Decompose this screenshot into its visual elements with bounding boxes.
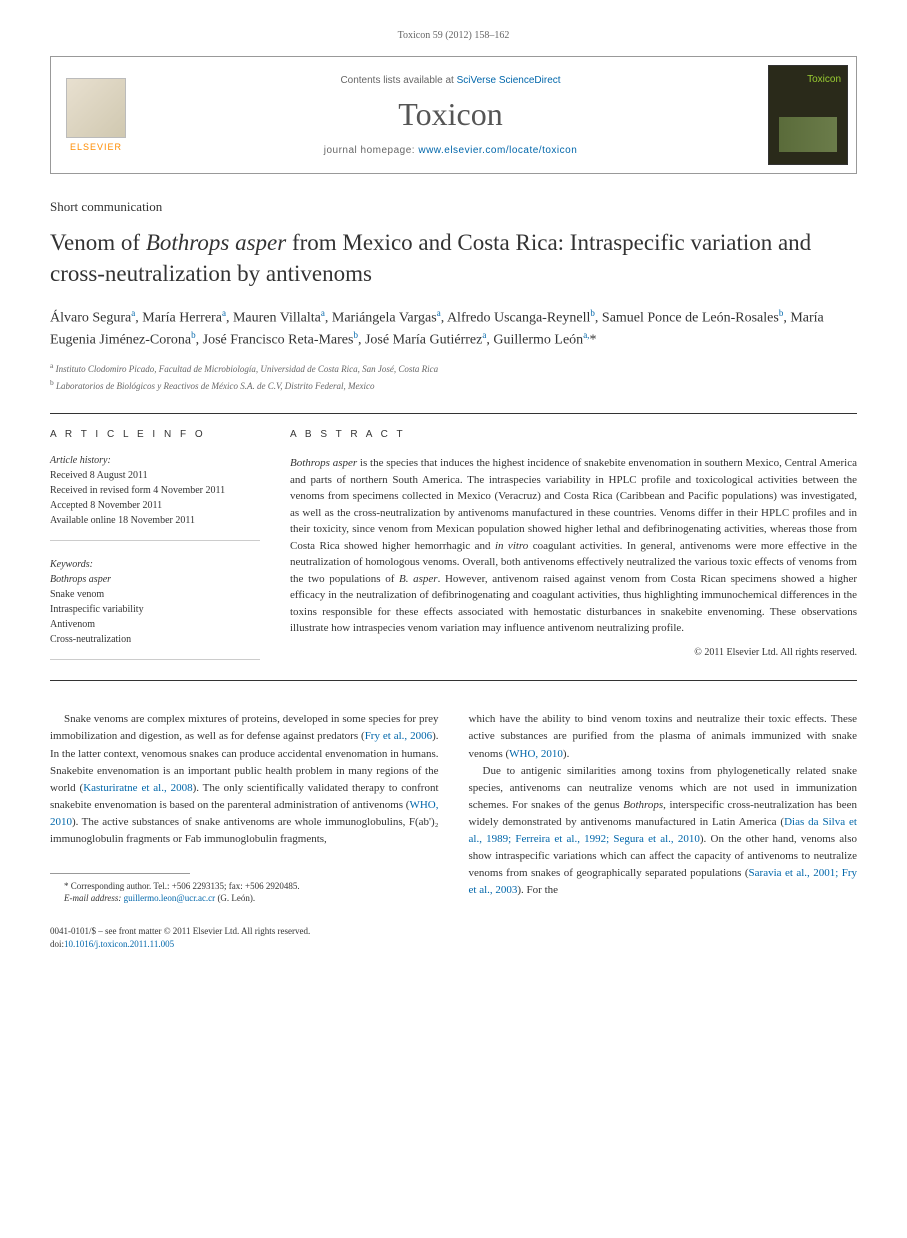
keyword-2: Intraspecific variability bbox=[50, 602, 260, 617]
contents-line: Contents lists available at SciVerse Sci… bbox=[340, 75, 560, 86]
footer: 0041-0101/$ – see front matter © 2011 El… bbox=[50, 925, 857, 950]
authors-list: Álvaro Seguraa, María Herreraa, Mauren V… bbox=[50, 307, 857, 350]
doi-label: doi: bbox=[50, 939, 64, 949]
abstract-heading: A B S T R A C T bbox=[290, 429, 857, 440]
journal-header-box: ELSEVIER Contents lists available at Sci… bbox=[50, 56, 857, 174]
affiliations: a Instituto Clodomiro Picado, Facultad d… bbox=[50, 360, 857, 393]
homepage-prefix: journal homepage: bbox=[324, 145, 419, 156]
history-line-3: Available online 18 November 2011 bbox=[50, 513, 260, 528]
body-col-right: which have the ability to bind venom tox… bbox=[469, 711, 858, 905]
contents-prefix: Contents lists available at bbox=[340, 75, 456, 86]
email-name: (G. León). bbox=[215, 893, 255, 903]
history-line-1: Received in revised form 4 November 2011 bbox=[50, 483, 260, 498]
email-line: E-mail address: guillermo.leon@ucr.ac.cr… bbox=[50, 892, 439, 905]
abstract-copyright: © 2011 Elsevier Ltd. All rights reserved… bbox=[290, 647, 857, 658]
citation-link[interactable]: Saravia et al., 2001; Fry et al., 2003 bbox=[469, 867, 858, 896]
citation-link[interactable]: Dias da Silva et al., 1989; Ferreira et … bbox=[469, 816, 858, 845]
body-col-left: Snake venoms are complex mixtures of pro… bbox=[50, 711, 439, 905]
homepage-link[interactable]: www.elsevier.com/locate/toxicon bbox=[418, 145, 577, 156]
keyword-1: Snake venom bbox=[50, 587, 260, 602]
elsevier-logo: ELSEVIER bbox=[51, 57, 141, 173]
history-line-0: Received 8 August 2011 bbox=[50, 468, 260, 483]
email-link[interactable]: guillermo.leon@ucr.ac.cr bbox=[124, 893, 216, 903]
elsevier-label: ELSEVIER bbox=[70, 142, 122, 152]
title-pre: Venom of bbox=[50, 230, 146, 255]
elsevier-tree-icon bbox=[66, 78, 126, 138]
doi-link[interactable]: 10.1016/j.toxicon.2011.11.005 bbox=[64, 939, 174, 949]
header-center: Contents lists available at SciVerse Sci… bbox=[141, 57, 760, 173]
article-title: Venom of Bothrops asper from Mexico and … bbox=[50, 227, 857, 289]
sciencedirect-link[interactable]: SciVerse ScienceDirect bbox=[457, 75, 561, 86]
affiliation-a: a Instituto Clodomiro Picado, Facultad d… bbox=[50, 360, 857, 377]
homepage-line: journal homepage: www.elsevier.com/locat… bbox=[324, 145, 578, 156]
citation-link[interactable]: WHO, 2010 bbox=[509, 748, 563, 760]
cover-title: Toxicon bbox=[807, 74, 841, 85]
body-p1: Snake venoms are complex mixtures of pro… bbox=[50, 711, 439, 847]
article-info-heading: A R T I C L E I N F O bbox=[50, 429, 260, 440]
history-block: Article history: Received 8 August 2011 … bbox=[50, 455, 260, 541]
history-line-2: Accepted 8 November 2011 bbox=[50, 498, 260, 513]
footer-front-matter: 0041-0101/$ – see front matter © 2011 El… bbox=[50, 925, 857, 938]
citation-link[interactable]: Kasturiratne et al., 2008 bbox=[83, 782, 192, 794]
footnote-divider bbox=[50, 873, 190, 874]
journal-reference: Toxicon 59 (2012) 158–162 bbox=[50, 30, 857, 41]
keyword-0: Bothrops asper bbox=[50, 572, 260, 587]
citation-link[interactable]: Fry et al., 2006 bbox=[365, 730, 432, 742]
keyword-3: Antivenom bbox=[50, 617, 260, 632]
email-label: E-mail address: bbox=[64, 893, 121, 903]
keywords-heading: Keywords: bbox=[50, 559, 260, 570]
title-species: Bothrops asper bbox=[146, 230, 286, 255]
keyword-4: Cross-neutralization bbox=[50, 632, 260, 647]
info-abstract-row: A R T I C L E I N F O Article history: R… bbox=[50, 414, 857, 680]
journal-name: Toxicon bbox=[398, 96, 502, 133]
body-columns: Snake venoms are complex mixtures of pro… bbox=[50, 711, 857, 905]
footer-doi: doi:10.1016/j.toxicon.2011.11.005 bbox=[50, 938, 857, 951]
corresponding-author: * Corresponding author. Tel.: +506 22931… bbox=[50, 880, 439, 893]
cover-image-icon bbox=[779, 117, 837, 152]
article-type: Short communication bbox=[50, 199, 857, 215]
journal-cover-thumb: Toxicon bbox=[768, 65, 848, 165]
article-info-col: A R T I C L E I N F O Article history: R… bbox=[50, 429, 260, 660]
divider-bottom bbox=[50, 680, 857, 681]
citation-link[interactable]: WHO, 2010 bbox=[50, 799, 439, 828]
abstract-text: Bothrops asper is the species that induc… bbox=[290, 455, 857, 637]
body-p3: Due to antigenic similarities among toxi… bbox=[469, 763, 858, 899]
keywords-block: Keywords: Bothrops asper Snake venom Int… bbox=[50, 559, 260, 660]
body-p2: which have the ability to bind venom tox… bbox=[469, 711, 858, 762]
abstract-col: A B S T R A C T Bothrops asper is the sp… bbox=[290, 429, 857, 660]
history-heading: Article history: bbox=[50, 455, 260, 466]
affiliation-b: b Laboratorios de Biológicos y Reactivos… bbox=[50, 377, 857, 394]
